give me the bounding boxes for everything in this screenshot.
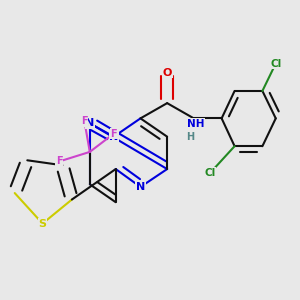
- Text: O: O: [163, 68, 172, 78]
- Text: F: F: [56, 156, 63, 167]
- Text: N: N: [136, 182, 145, 192]
- Text: NH: NH: [187, 119, 205, 129]
- Text: S: S: [38, 218, 46, 229]
- Text: N: N: [109, 132, 119, 142]
- Text: F: F: [110, 129, 117, 139]
- Text: N: N: [85, 118, 94, 128]
- Text: Cl: Cl: [270, 58, 281, 68]
- Text: F: F: [81, 116, 88, 126]
- Text: Cl: Cl: [205, 168, 216, 178]
- Text: H: H: [186, 132, 194, 142]
